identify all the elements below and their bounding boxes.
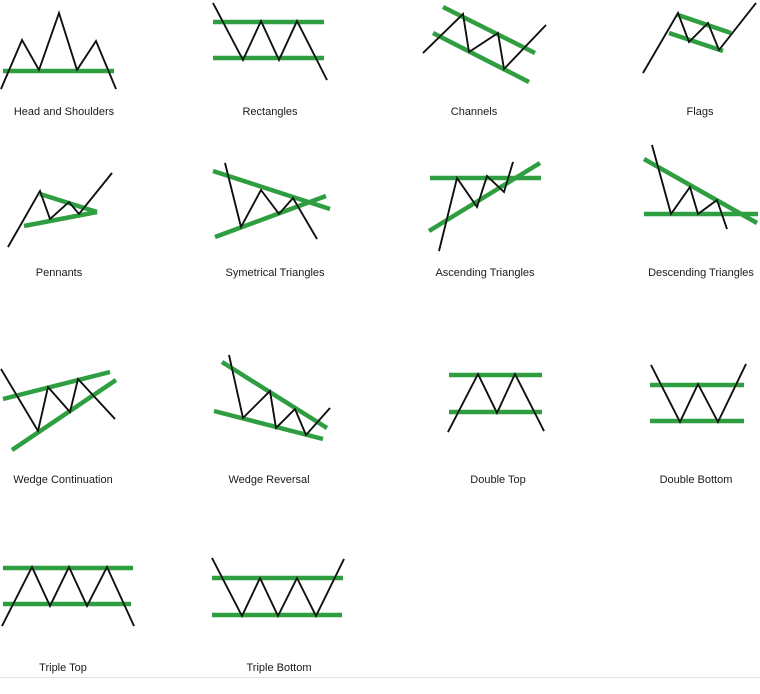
pattern-label: Triple Top xyxy=(39,662,87,674)
price-line xyxy=(0,10,117,90)
pattern-label: Flags xyxy=(686,106,714,118)
triple-bottom-drawing xyxy=(211,557,345,619)
pattern-label: Double Bottom xyxy=(659,474,733,486)
price-line-overlay xyxy=(447,372,545,433)
pattern-label: Wedge Continuation xyxy=(13,474,113,486)
pattern-triple-bottom: Triple Bottom xyxy=(190,530,380,694)
pattern-label: Rectangles xyxy=(242,106,298,118)
pattern-label: Head and Shoulders xyxy=(13,106,115,118)
wedge-continuation-drawing xyxy=(0,368,118,452)
bottom-divider xyxy=(0,677,760,678)
pattern-label: Double Top xyxy=(470,474,526,486)
rectangles-drawing xyxy=(212,2,328,81)
triple-top-drawing xyxy=(1,564,135,627)
price-line xyxy=(1,564,135,627)
pattern-pennants: Pennants xyxy=(0,140,190,290)
price-line-overlay xyxy=(0,10,117,90)
pattern-ascending-triangles: Ascending Triangles xyxy=(380,140,570,290)
pattern-triple-top: Triple Top xyxy=(0,530,190,694)
pennants-drawing xyxy=(7,172,113,248)
price-line-overlay xyxy=(228,354,331,437)
trend-line xyxy=(2,369,111,402)
trend-line xyxy=(441,4,537,56)
pattern-label: Ascending Triangles xyxy=(435,267,535,279)
trend-line xyxy=(220,360,329,430)
ascending-triangles-drawing xyxy=(427,161,542,252)
price-line-overlay xyxy=(224,162,318,240)
trend-line xyxy=(677,12,732,36)
pattern-label: Symetrical Triangles xyxy=(225,267,325,279)
head-and-shoulders-drawing xyxy=(0,10,117,90)
pattern-symetrical-triangles: Symetrical Triangles xyxy=(190,140,380,290)
price-line-overlay xyxy=(650,363,747,424)
price-line-overlay xyxy=(212,2,328,81)
wedge-reversal-drawing xyxy=(213,354,331,442)
trend-line xyxy=(431,30,531,85)
trend-line xyxy=(10,378,118,452)
price-line-overlay xyxy=(7,172,113,248)
pattern-wedge-reversal: Wedge Reversal xyxy=(190,340,380,495)
price-line-overlay xyxy=(422,12,547,71)
pattern-head-and-shoulders: Head and Shoulders xyxy=(0,0,190,130)
price-line xyxy=(642,2,757,74)
pattern-descending-triangles: Descending Triangles xyxy=(570,140,760,290)
trend-line xyxy=(214,193,327,240)
symetrical-triangles-drawing xyxy=(212,162,331,240)
trend-line xyxy=(668,30,724,54)
descending-triangles-drawing xyxy=(642,144,759,230)
double-bottom-drawing xyxy=(650,363,747,425)
channels-drawing xyxy=(422,4,547,85)
price-line-overlay xyxy=(438,161,514,252)
pattern-label: Pennants xyxy=(35,267,83,279)
pattern-label: Wedge Reversal xyxy=(228,474,310,486)
price-line-overlay xyxy=(0,368,116,434)
pattern-double-bottom: Double Bottom xyxy=(570,340,760,495)
trend-line xyxy=(642,157,759,225)
pattern-wedge-continuation: Wedge Continuation xyxy=(0,340,190,495)
trend-line xyxy=(213,408,324,442)
pattern-label: Channels xyxy=(450,106,498,118)
price-line-overlay xyxy=(642,2,757,74)
price-line-overlay xyxy=(1,565,135,627)
trend-line xyxy=(23,209,98,229)
price-line-overlay xyxy=(651,144,728,230)
flags-drawing xyxy=(642,2,757,74)
pattern-flags: Flags xyxy=(570,0,760,130)
price-line xyxy=(211,557,345,619)
price-line-overlay xyxy=(211,557,345,618)
pattern-rectangles: Rectangles xyxy=(190,0,380,130)
pattern-double-top: Double Top xyxy=(380,340,570,495)
pattern-channels: Channels xyxy=(380,0,570,130)
pattern-label: Descending Triangles xyxy=(648,267,754,279)
pattern-label: Triple Bottom xyxy=(246,662,312,674)
double-top-drawing xyxy=(447,371,545,433)
